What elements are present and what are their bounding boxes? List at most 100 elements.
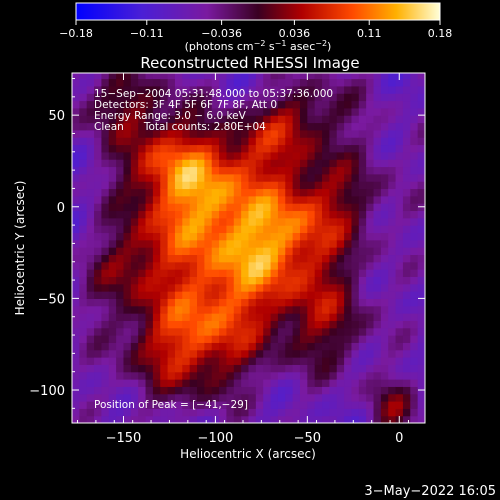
heatmap-cell xyxy=(108,85,117,94)
heatmap-cell xyxy=(167,247,176,256)
heatmap-cell xyxy=(351,415,360,423)
heatmap-cell xyxy=(329,327,338,336)
heatmap-cell xyxy=(116,313,125,321)
heatmap-cell xyxy=(248,217,257,226)
heatmap-cell xyxy=(86,122,95,131)
heatmap-cell xyxy=(72,85,80,94)
heatmap-cell xyxy=(285,85,294,94)
heatmap-cell xyxy=(204,357,213,365)
heatmap-cell xyxy=(219,386,228,395)
heatmap-cell xyxy=(292,210,301,219)
heatmap-cell xyxy=(336,342,345,351)
heatmap-cell xyxy=(292,401,301,409)
heatmap-cell xyxy=(366,85,375,94)
heatmap-cell xyxy=(182,232,191,241)
heatmap-cell xyxy=(204,100,213,109)
heatmap-cell xyxy=(138,371,147,380)
heatmap-cell xyxy=(270,298,279,307)
heatmap-cell xyxy=(285,217,294,226)
heatmap-cell xyxy=(174,269,183,277)
heatmap-cell xyxy=(138,107,147,116)
heatmap-cell xyxy=(322,159,330,168)
heatmap-cell xyxy=(241,78,250,87)
heatmap-cell xyxy=(197,85,205,94)
heatmap-cell xyxy=(322,115,330,124)
heatmap-cell xyxy=(86,298,95,307)
heatmap-cell xyxy=(410,203,419,212)
heatmap-cell xyxy=(336,225,345,234)
heatmap-cell xyxy=(219,181,228,190)
heatmap-cell xyxy=(292,276,301,285)
heatmap-cell xyxy=(299,100,308,109)
heatmap-cell xyxy=(358,239,367,248)
heatmap-cell xyxy=(277,269,286,277)
heatmap-cell xyxy=(160,254,169,263)
heatmap-cell xyxy=(329,276,338,285)
heatmap-cell xyxy=(123,386,132,395)
heatmap-cell xyxy=(79,408,88,417)
heatmap-cell xyxy=(101,203,110,212)
heatmap-cell xyxy=(314,298,323,307)
heatmap-cell xyxy=(270,313,279,321)
heatmap-cell xyxy=(123,173,132,182)
heatmap-cell xyxy=(380,401,389,409)
heatmap-cell xyxy=(344,283,353,292)
heatmap-cell xyxy=(204,305,213,314)
heatmap-cell xyxy=(204,203,213,212)
heatmap-cell xyxy=(123,239,132,248)
heatmap-cell xyxy=(233,225,242,234)
heatmap-cell xyxy=(138,203,147,212)
heatmap-cell xyxy=(86,364,95,373)
heatmap-cell xyxy=(351,291,360,299)
heatmap-cell xyxy=(197,232,205,241)
heatmap-cell xyxy=(211,254,220,263)
heatmap-cell xyxy=(255,364,264,373)
heatmap-cell xyxy=(329,239,338,248)
heatmap-cell xyxy=(152,320,161,329)
heatmap-cell xyxy=(351,247,360,256)
heatmap-cell xyxy=(388,151,397,160)
heatmap-cell xyxy=(402,188,411,197)
heatmap-cell xyxy=(395,166,404,175)
heatmap-cell xyxy=(204,129,213,138)
heatmap-cell xyxy=(307,401,316,409)
heatmap-cell xyxy=(255,85,264,94)
heatmap-cell xyxy=(380,261,389,270)
heatmap-cell xyxy=(322,85,330,94)
heatmap-cell xyxy=(226,291,235,299)
heatmap-cell xyxy=(204,364,213,373)
heatmap-cell xyxy=(211,269,220,277)
heatmap-cell xyxy=(167,415,176,423)
heatmap-cell xyxy=(204,115,213,124)
heatmap-cell xyxy=(130,371,139,380)
heatmap-cell xyxy=(373,137,382,146)
heatmap-cell xyxy=(160,239,169,248)
heatmap-cell xyxy=(417,408,425,417)
heatmap-cell xyxy=(358,342,367,351)
heatmap-cell xyxy=(226,342,235,351)
heatmap-cell xyxy=(145,349,154,358)
heatmap-cell xyxy=(204,78,213,87)
heatmap-cell xyxy=(248,100,257,109)
heatmap-cell xyxy=(86,335,95,343)
heatmap-cell xyxy=(86,188,95,197)
heatmap-cell xyxy=(197,364,205,373)
heatmap-cell xyxy=(160,188,169,197)
heatmap-cell xyxy=(344,239,353,248)
heatmap-cell xyxy=(101,85,110,94)
heatmap-cell xyxy=(366,415,375,423)
heatmap-cell xyxy=(116,386,125,395)
heatmap-cell xyxy=(373,217,382,226)
heatmap-cell xyxy=(204,159,213,168)
heatmap-cell xyxy=(417,269,425,277)
heatmap-cell xyxy=(336,291,345,299)
heatmap-cell xyxy=(116,342,125,351)
heatmap-cell xyxy=(160,276,169,285)
heatmap-cell xyxy=(152,313,161,321)
heatmap-cell xyxy=(270,349,279,358)
heatmap-cell xyxy=(255,217,264,226)
heatmap-cell xyxy=(277,401,286,409)
heatmap-cell xyxy=(285,371,294,380)
heatmap-cell xyxy=(307,181,316,190)
heatmap-cell xyxy=(79,100,88,109)
